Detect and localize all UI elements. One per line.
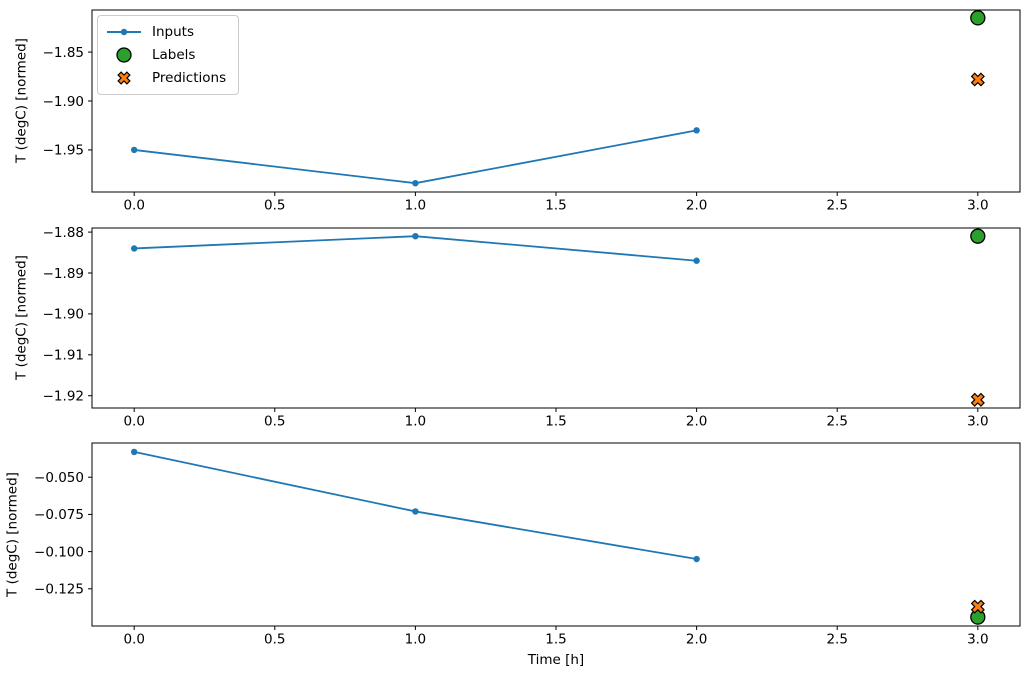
inputs-point [412, 179, 419, 187]
x-tick-label: 1.0 [405, 632, 426, 648]
inputs-point [412, 232, 419, 240]
y-tick-label: −0.075 [34, 507, 84, 523]
x-tick-label: 1.0 [405, 414, 426, 430]
y-tick-label: −1.88 [43, 225, 84, 241]
x-tick-label: 1.5 [545, 632, 566, 648]
y-tick-label: −0.050 [34, 470, 84, 486]
predictions-marker [970, 392, 985, 407]
x-tick-label: 0.0 [123, 632, 144, 648]
y-tick-label: −0.125 [34, 582, 84, 598]
x-tick-label: 0.0 [123, 414, 144, 430]
x-tick-label: 0.5 [264, 198, 285, 214]
y-tick-label: −1.90 [43, 94, 84, 110]
legend-label-labels: Labels [152, 47, 196, 63]
x-tick-label: 3.0 [967, 198, 988, 214]
y-tick-label: −0.100 [34, 544, 84, 560]
subplot-3: 0.0 0.5 1.0 1.5 2.0 2.5 3.0 −0.050 −0.075 −0.100 −… [34, 442, 1021, 648]
inputs-line [134, 129, 697, 185]
x-tick-label: 2.0 [686, 414, 707, 430]
x-tick-label: 0.5 [264, 632, 285, 648]
y-tick-label: −1.92 [43, 389, 84, 405]
legend-item-inputs: Inputs [105, 23, 226, 41]
x-tick-label: 2.0 [686, 198, 707, 214]
labels-marker [970, 10, 986, 26]
legend-item-labels: Labels [105, 46, 226, 64]
x-tick-label: 2.5 [826, 198, 847, 214]
inputs-point [130, 448, 138, 456]
predictions-marker [970, 72, 985, 87]
inputs-point [693, 257, 700, 264]
x-tick-label: 1.5 [545, 414, 566, 430]
subplot-2: 0.0 0.5 1.0 1.5 2.0 2.5 3.0 −1.88 −1.89 −1.90 −1.9… [43, 225, 1021, 430]
x-axis-label: Time [h] [527, 652, 585, 668]
x-tick-label: 1.0 [405, 198, 426, 214]
y-tick-label: −1.91 [43, 348, 84, 364]
x-tick-label: 0.0 [123, 198, 144, 214]
y-tick-label: −1.85 [43, 45, 84, 61]
labels-circle-icon [105, 46, 143, 64]
subplot-1-ylabel: T (degC) [normed] [13, 38, 30, 163]
inputs-point [130, 245, 138, 252]
x-tick-label: 2.5 [826, 414, 847, 430]
x-tick-label: 0.5 [264, 414, 285, 430]
legend-label-predictions: Predictions [152, 70, 227, 86]
x-tick-label: 2.5 [826, 632, 847, 648]
y-tick-label: −1.95 [43, 143, 84, 159]
inputs-point [693, 127, 700, 134]
x-tick-label: 2.0 [686, 632, 707, 648]
subplot-2-ylabel: T (degC) [normed] [13, 255, 30, 380]
inputs-line [134, 235, 697, 262]
inputs-line-icon [105, 23, 143, 41]
axes-frame [91, 227, 1021, 409]
inputs-point [130, 146, 138, 154]
legend-label-inputs: Inputs [152, 24, 194, 40]
x-tick-label: 3.0 [967, 414, 988, 430]
legend: Inputs Labels Predictions [97, 15, 240, 95]
x-tick-label: 1.5 [545, 198, 566, 214]
labels-marker [970, 228, 986, 244]
subplot-3-ylabel: T (degC) [normed] [4, 472, 21, 597]
inputs-point [693, 555, 700, 563]
labels-marker [970, 609, 986, 625]
subplot-1: 0.0 0.5 1.0 1.5 2.0 2.5 3.0 −1.85 −1.90 −1.95 [43, 9, 1021, 214]
predictions-marker [970, 599, 985, 614]
inputs-line [133, 451, 697, 560]
inputs-point [412, 508, 419, 515]
predictions-x-icon [105, 69, 143, 87]
x-tick-label: 3.0 [967, 632, 988, 648]
legend-item-predictions: Predictions [105, 69, 226, 87]
y-tick-label: −1.90 [43, 307, 84, 323]
y-tick-label: −1.89 [43, 266, 84, 282]
